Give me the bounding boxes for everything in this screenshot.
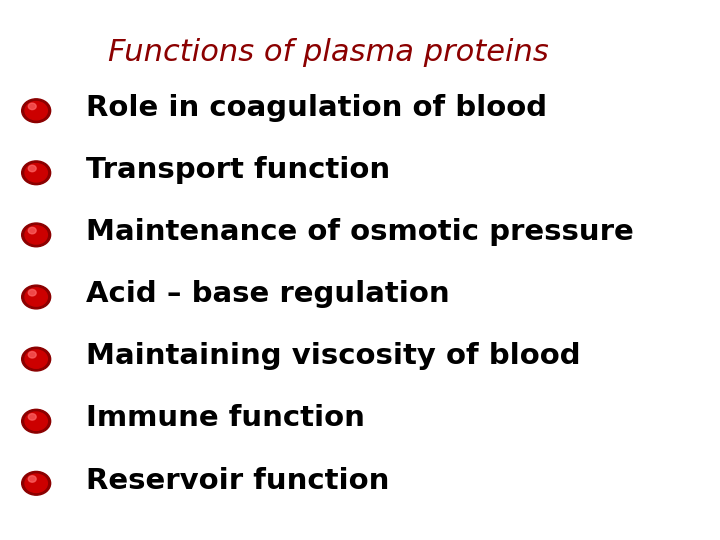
- Circle shape: [25, 350, 48, 368]
- Circle shape: [22, 347, 50, 371]
- Circle shape: [22, 471, 50, 495]
- Circle shape: [25, 164, 48, 182]
- Text: Transport function: Transport function: [86, 156, 390, 184]
- Text: Maintaining viscosity of blood: Maintaining viscosity of blood: [86, 342, 580, 370]
- Circle shape: [28, 476, 36, 482]
- Circle shape: [22, 161, 50, 185]
- Circle shape: [25, 412, 48, 430]
- Circle shape: [28, 414, 36, 420]
- Circle shape: [28, 227, 36, 234]
- Text: Maintenance of osmotic pressure: Maintenance of osmotic pressure: [86, 218, 634, 246]
- Circle shape: [28, 103, 36, 110]
- Text: Reservoir function: Reservoir function: [86, 467, 389, 495]
- Circle shape: [22, 409, 50, 433]
- Circle shape: [25, 474, 48, 492]
- Text: Functions of plasma proteins: Functions of plasma proteins: [109, 38, 549, 67]
- Circle shape: [25, 288, 48, 306]
- Text: Role in coagulation of blood: Role in coagulation of blood: [86, 94, 546, 122]
- Circle shape: [22, 99, 50, 123]
- Circle shape: [25, 102, 48, 120]
- Text: Immune function: Immune function: [86, 404, 364, 433]
- Circle shape: [28, 352, 36, 358]
- Circle shape: [28, 165, 36, 172]
- Circle shape: [28, 289, 36, 296]
- Circle shape: [25, 226, 48, 244]
- Text: Acid – base regulation: Acid – base regulation: [86, 280, 449, 308]
- Circle shape: [22, 285, 50, 309]
- Circle shape: [22, 223, 50, 247]
